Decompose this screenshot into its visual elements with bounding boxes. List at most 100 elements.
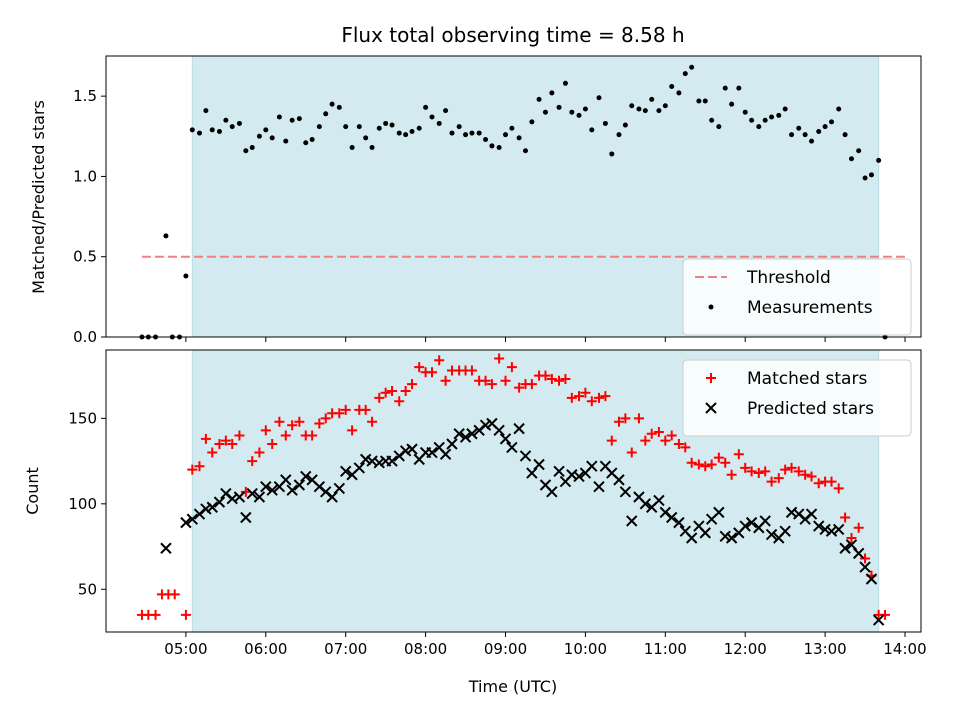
predicted-stars-point-81 [713, 506, 725, 519]
predicted-stars-point-25 [339, 465, 352, 478]
matched-stars-point-88 [726, 469, 737, 480]
measurements-point-100 [809, 138, 815, 144]
predicted-stars-point-51 [513, 422, 525, 435]
measurements-point-7 [189, 127, 195, 133]
predicted-stars-point-96 [813, 520, 825, 532]
predicted-stars-point-13 [260, 481, 272, 493]
bottom-panel: 50 100 150 05:00 06:00 07:00 08:00 09:00 10:00 11… [23, 349, 927, 696]
matched-stars-point-81 [680, 442, 691, 453]
predicted-stars-point-75 [673, 516, 685, 529]
measurements-point-10 [209, 127, 215, 133]
matched-stars-point-91 [746, 466, 757, 477]
matched-stars-point-8 [194, 461, 205, 472]
matched-stars-point-101 [813, 478, 824, 489]
matched-stars-point-17 [254, 447, 265, 458]
bottom-ytick-label-2: 150 [68, 409, 97, 427]
predicted-stars-point-1 [180, 516, 192, 529]
predicted-stars-point-70 [639, 498, 652, 510]
predicted-stars-point-68 [626, 515, 638, 527]
measurements-point-82 [689, 64, 695, 70]
measurements-point-88 [729, 101, 735, 107]
matched-stars-point-67 [586, 396, 597, 407]
matched-stars-point-60 [540, 370, 551, 381]
matched-stars-point-11 [214, 439, 225, 449]
predicted-stars-point-86 [745, 516, 758, 529]
measurements-point-79 [669, 84, 675, 90]
measurements-point-94 [769, 114, 775, 120]
measurements-point-8 [196, 130, 202, 136]
matched-stars-point-108 [860, 553, 871, 564]
matched-stars-point-10 [207, 447, 218, 458]
predicted-stars-point-100 [839, 542, 851, 554]
measurements-point-83 [696, 98, 702, 104]
matched-stars-point-54 [500, 375, 511, 386]
measurements-point-9 [203, 108, 209, 114]
measurements-point-21 [283, 138, 289, 144]
matched-stars-point-105 [840, 512, 851, 523]
legend-measurements-label: Measurements [747, 298, 873, 318]
bottom-xtick-label-4: 09:00 [484, 640, 527, 658]
predicted-stars-point-27 [353, 462, 365, 474]
predicted-stars-point-88 [759, 515, 771, 527]
measurements-point-11 [216, 128, 222, 134]
matched-stars-point-74 [633, 413, 644, 424]
predicted-stars-point-18 [293, 479, 306, 491]
predicted-stars-point-83 [725, 532, 738, 544]
measurements-point-66 [582, 106, 588, 112]
measurements-point-99 [802, 132, 808, 138]
matched-stars-point-52 [486, 379, 497, 390]
measurements-point-49 [469, 130, 475, 136]
measurements-point-76 [649, 96, 655, 102]
measurements-point-81 [682, 71, 688, 77]
measurements-point-58 [529, 119, 535, 125]
matched-stars-point-61 [546, 374, 557, 385]
measurements-point-105 [842, 132, 848, 138]
measurements-point-108 [862, 175, 868, 181]
measurements-point-30 [343, 124, 349, 130]
matched-stars-point-79 [666, 430, 677, 441]
matched-stars-point-93 [760, 466, 771, 477]
legend-predicted-stars-label: Predicted stars [747, 399, 874, 419]
matched-stars-point-84 [700, 461, 711, 472]
predicted-stars-point-35 [406, 443, 418, 455]
matched-stars-point-86 [713, 452, 724, 463]
top-ylabel: Matched/Predicted stars [29, 100, 48, 294]
measurements-point-78 [662, 103, 668, 109]
matched-stars-point-70 [606, 435, 617, 446]
measurements-point-39 [403, 132, 409, 138]
measurements-point-77 [656, 108, 662, 114]
matched-stars-point-34 [367, 416, 378, 427]
measurements-point-72 [622, 122, 628, 128]
measurements-point-59 [536, 96, 542, 102]
measurements-point-24 [303, 140, 309, 146]
predicted-stars-point-42 [453, 428, 465, 440]
predicted-stars-point-97 [819, 523, 831, 536]
predicted-stars-point-17 [286, 484, 298, 496]
matched-stars-point-27 [320, 413, 331, 424]
matched-stars-point-106 [846, 533, 857, 543]
measurements-point-46 [449, 130, 455, 136]
measurements-point-70 [609, 151, 615, 157]
measurements-point-41 [416, 125, 422, 131]
matched-stars-point-6 [180, 609, 191, 620]
predicted-stars-point-52 [519, 450, 532, 462]
matched-stars-point-62 [554, 375, 565, 386]
matched-stars-point-78 [660, 435, 671, 446]
measurements-point-57 [522, 148, 528, 154]
measurements-point-98 [796, 125, 802, 131]
measurements-point-47 [456, 124, 462, 130]
measurements-point-62 [556, 104, 562, 110]
bottom-xtick-label-0: 05:00 [164, 640, 207, 658]
measurements-point-35 [376, 125, 382, 131]
measurements-point-27 [323, 111, 329, 117]
matched-stars-point-41 [414, 362, 425, 373]
matched-stars-point-56 [514, 382, 525, 393]
measurements-point-40 [409, 128, 415, 134]
predicted-stars-point-4 [200, 503, 212, 515]
predicted-stars-point-91 [779, 525, 791, 537]
predicted-stars-point-28 [359, 453, 372, 466]
legend-threshold-label: Threshold [746, 268, 831, 288]
top-ytick-label-3: 1.5 [73, 87, 97, 105]
predicted-stars-point-72 [653, 494, 665, 507]
predicted-stars-point-12 [253, 491, 266, 503]
